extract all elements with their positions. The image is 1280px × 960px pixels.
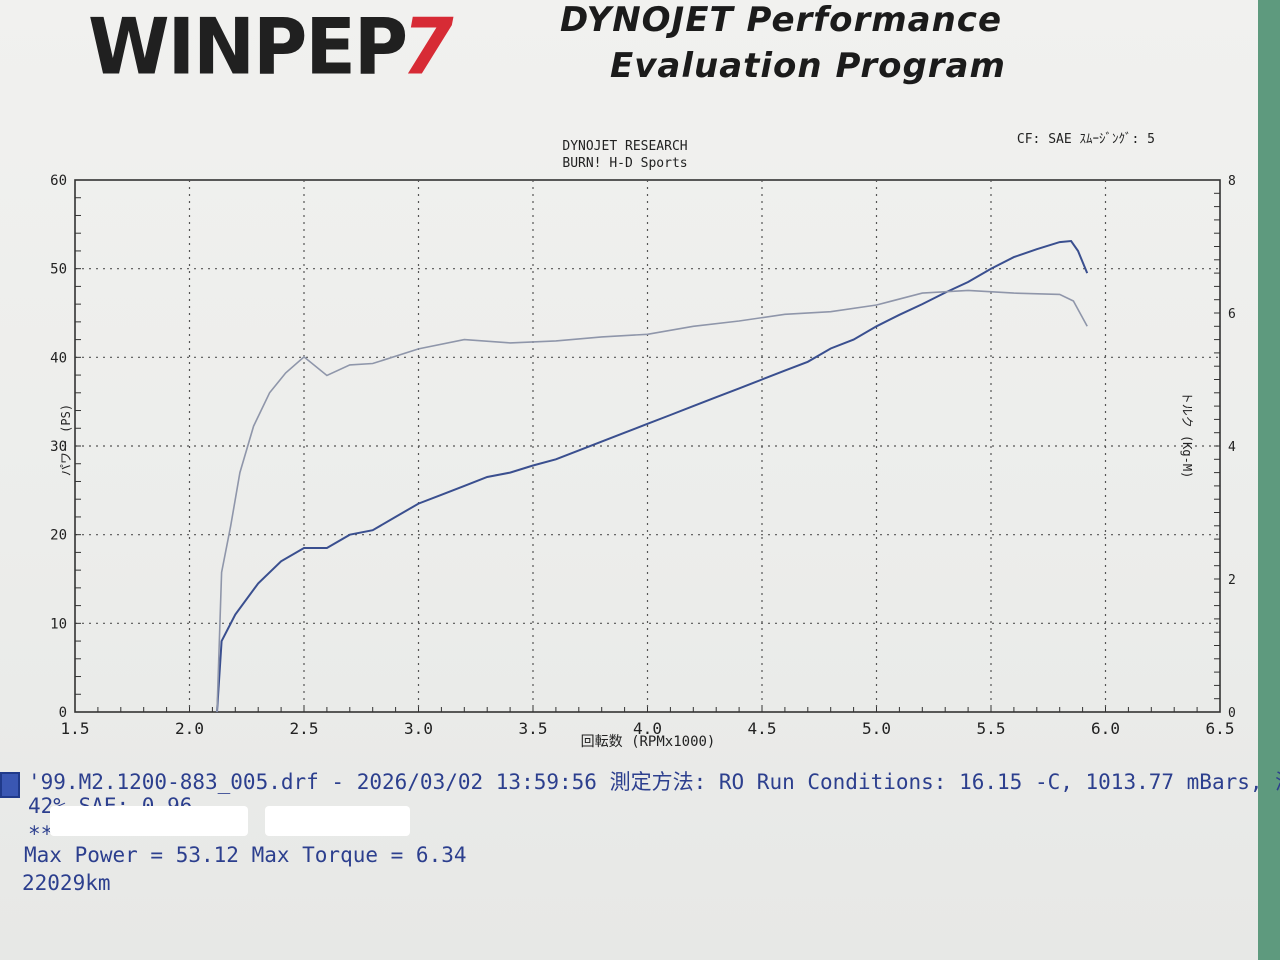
x-tick-label: 4.0 bbox=[633, 719, 662, 738]
chart-correction: CF: SAE ｽﾑｰｼﾞﾝｸﾞ: 5 bbox=[1017, 132, 1155, 147]
x-tick-label: 5.0 bbox=[862, 719, 891, 738]
y-axis-label: パワー (PS) bbox=[59, 404, 73, 476]
y-tick-label: 50 bbox=[50, 262, 67, 278]
x-axis-label: 回転数 (RPMx1000) bbox=[581, 734, 716, 750]
y2-tick-label: 6 bbox=[1228, 307, 1236, 322]
chart-title: DYNOJET RESEARCH bbox=[562, 139, 687, 154]
power-series-line bbox=[216, 239, 1089, 713]
y-tick-label: 40 bbox=[50, 350, 67, 366]
x-tick-label: 3.5 bbox=[519, 719, 548, 738]
dyno-chart: DYNOJET RESEARCH BURN! H-D Sports CF: SA… bbox=[50, 132, 1236, 750]
y-tick-label: 10 bbox=[50, 616, 67, 632]
x-tick-label: 1.5 bbox=[61, 719, 90, 738]
logo-number: 7 bbox=[402, 1, 453, 93]
y-tick-label: 0 bbox=[59, 705, 67, 721]
header-title-line1: DYNOJET Performance bbox=[560, 0, 1003, 40]
x-tick-label: 5.5 bbox=[977, 719, 1006, 738]
logo-text: WINPEP bbox=[88, 1, 408, 93]
y-tick-label: 20 bbox=[50, 528, 67, 544]
desk-background bbox=[1258, 0, 1280, 960]
torque-series-line bbox=[216, 289, 1088, 713]
x-tick-label: 3.0 bbox=[404, 719, 433, 738]
y2-tick-label: 2 bbox=[1228, 573, 1236, 588]
redaction-box bbox=[50, 806, 248, 836]
x-tick-label: 6.5 bbox=[1206, 719, 1235, 738]
y2-axis-label: トルク (Kg-M) bbox=[1180, 392, 1194, 479]
odometer-line: 22029km bbox=[22, 871, 111, 895]
redaction-box bbox=[265, 806, 410, 836]
y-tick-label: 60 bbox=[50, 173, 67, 189]
x-axis-ticks: 1.5 2.0 2.5 3.0 3.5 4.0 4.5 5.0 5.5 6.0 6.5 bbox=[61, 707, 1235, 738]
x-tick-label: 2.5 bbox=[290, 719, 319, 738]
chart-subtitle: BURN! H-D Sports bbox=[562, 156, 687, 171]
y2-tick-label: 4 bbox=[1228, 440, 1236, 455]
x-tick-label: 6.0 bbox=[1091, 719, 1120, 738]
header-title-line2: Evaluation Program bbox=[610, 46, 1006, 86]
grid-lines bbox=[75, 180, 1220, 712]
y2-tick-label: 8 bbox=[1228, 174, 1236, 189]
record-file-line: '99.M2.1200-883_005.drf - 2026/03/02 13:… bbox=[28, 770, 1280, 794]
x-tick-label: 2.0 bbox=[175, 719, 204, 738]
winpep-logo: WINPEP7 bbox=[88, 1, 454, 93]
y2-axis-ticks: 0 2 4 6 8 bbox=[1214, 174, 1236, 721]
y-axis-ticks: 0 10 20 30 40 50 60 bbox=[50, 173, 81, 721]
record-marker-icon bbox=[0, 772, 20, 798]
y2-tick-label: 0 bbox=[1228, 706, 1236, 721]
x-tick-label: 4.5 bbox=[748, 719, 777, 738]
max-values-line: Max Power = 53.12 Max Torque = 6.34 bbox=[24, 843, 467, 867]
record-note-line: ** bbox=[28, 822, 54, 846]
y-tick-label: 30 bbox=[50, 439, 67, 455]
